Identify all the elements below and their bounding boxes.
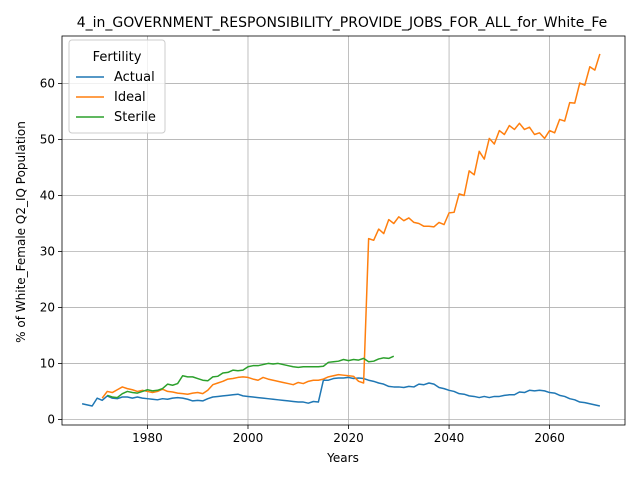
y-tick-label: 40 <box>40 189 55 203</box>
x-axis: 1980 2000 2020 2040 2060 <box>132 425 565 445</box>
x-tick-label: 1980 <box>132 431 163 445</box>
y-axis-label: % of White_Female Q2_IQ Population <box>14 121 28 343</box>
x-tick-label: 2040 <box>434 431 465 445</box>
legend: Fertility Actual Ideal Sterile <box>68 39 166 134</box>
x-tick-label: 2060 <box>534 431 565 445</box>
y-tick-label: 20 <box>40 300 55 314</box>
legend-label-actual: Actual <box>114 70 155 85</box>
legend-box <box>68 39 166 134</box>
series-lines <box>81 53 601 407</box>
legend-label-ideal: Ideal <box>114 90 146 105</box>
y-tick-label: 30 <box>40 244 55 258</box>
plot-frame <box>61 35 626 426</box>
series-line-ideal <box>101 53 601 399</box>
series-line-actual <box>81 376 601 407</box>
legend-label-sterile: Sterile <box>114 110 156 125</box>
y-tick-label: 10 <box>40 356 55 370</box>
series-line-sterile <box>107 355 395 399</box>
x-tick-label: 2000 <box>233 431 264 445</box>
grid <box>62 36 625 425</box>
y-tick-label: 50 <box>40 133 55 147</box>
legend-items: Actual Ideal Sterile <box>76 70 156 125</box>
legend-title: Fertility <box>93 50 142 65</box>
y-tick-label: 60 <box>40 77 55 91</box>
x-tick-label: 2020 <box>333 431 364 445</box>
y-axis: 0 10 20 30 40 50 60 <box>40 77 62 426</box>
y-tick-label: 0 <box>47 412 55 426</box>
x-axis-label: Years <box>326 451 359 465</box>
chart-title: 4_in_GOVERNMENT_RESPONSIBILITY_PROVIDE_J… <box>77 15 608 31</box>
